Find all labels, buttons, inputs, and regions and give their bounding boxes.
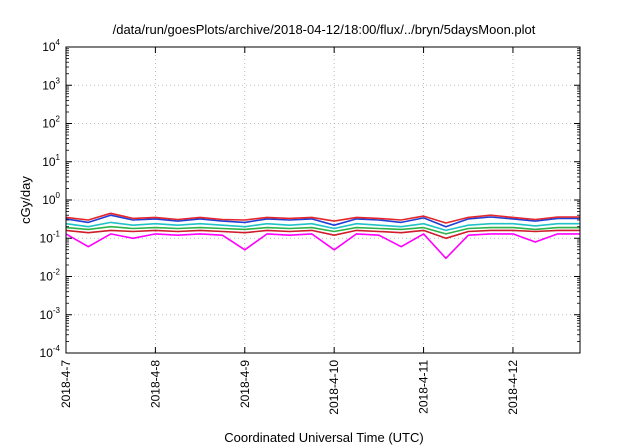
grid [66, 47, 580, 353]
y-tick-label: 10-4 [40, 344, 61, 360]
y-tick-base: 10 [42, 117, 56, 131]
y-tick-label: 101 [42, 153, 60, 169]
y-tick-base: 10 [42, 78, 56, 92]
series-line-3 [65, 221, 580, 232]
y-tick-exponent: -2 [53, 268, 61, 277]
y-axis-label: cGy/day [18, 176, 33, 224]
y-tick-exponent: 3 [56, 76, 61, 85]
chart-title: /data/run/goesPlots/archive/2018-04-12/1… [113, 22, 536, 37]
y-tick-exponent: -3 [53, 306, 61, 315]
series-line-5 [65, 212, 580, 224]
y-tick-exponent: 0 [56, 191, 61, 200]
y-tick-base: 10 [42, 155, 56, 169]
y-tick-label: 103 [42, 76, 60, 92]
y-tick-exponent: 2 [56, 115, 61, 124]
series-group [65, 212, 580, 260]
y-tick-base: 10 [40, 346, 54, 360]
y-tick-base: 10 [42, 193, 56, 207]
y-tick-label: 10-2 [40, 268, 61, 284]
x-tick-label: 2018-4-11 [417, 360, 431, 414]
y-tick-base: 10 [42, 40, 56, 54]
axis-ticks [65, 46, 580, 354]
y-tick-base: 10 [40, 231, 54, 245]
y-tick-exponent: 4 [56, 38, 61, 47]
y-tick-label: 100 [42, 191, 60, 207]
x-tick-label: 2018-4-7 [59, 360, 73, 408]
y-tick-base: 10 [40, 308, 54, 322]
y-tick-exponent: -1 [53, 229, 61, 238]
series-line-0 [65, 233, 580, 260]
y-tick-base: 10 [40, 270, 54, 284]
x-tick-label: 2018-4-12 [506, 360, 520, 415]
y-tick-label: 10-1 [40, 229, 61, 245]
x-axis-label: Coordinated Universal Time (UTC) [224, 430, 423, 445]
x-tick-label: 2018-4-9 [238, 360, 252, 408]
y-tick-label: 10-3 [40, 306, 61, 322]
series-line-1 [65, 229, 580, 240]
y-tick-label: 104 [42, 38, 60, 54]
y-tick-exponent: -4 [53, 344, 61, 353]
x-axis-ticks: 2018-4-7 2018-4-8 2018-4-9 2018-4-10 2018-4-… [59, 360, 520, 415]
x-tick-label: 2018-4-8 [148, 360, 162, 408]
series-line-2 [65, 225, 580, 235]
x-tick-label: 2018-4-10 [327, 360, 341, 415]
series-line-4 [65, 214, 580, 228]
y-tick-label: 102 [42, 115, 60, 131]
y-tick-exponent: 1 [56, 153, 61, 162]
